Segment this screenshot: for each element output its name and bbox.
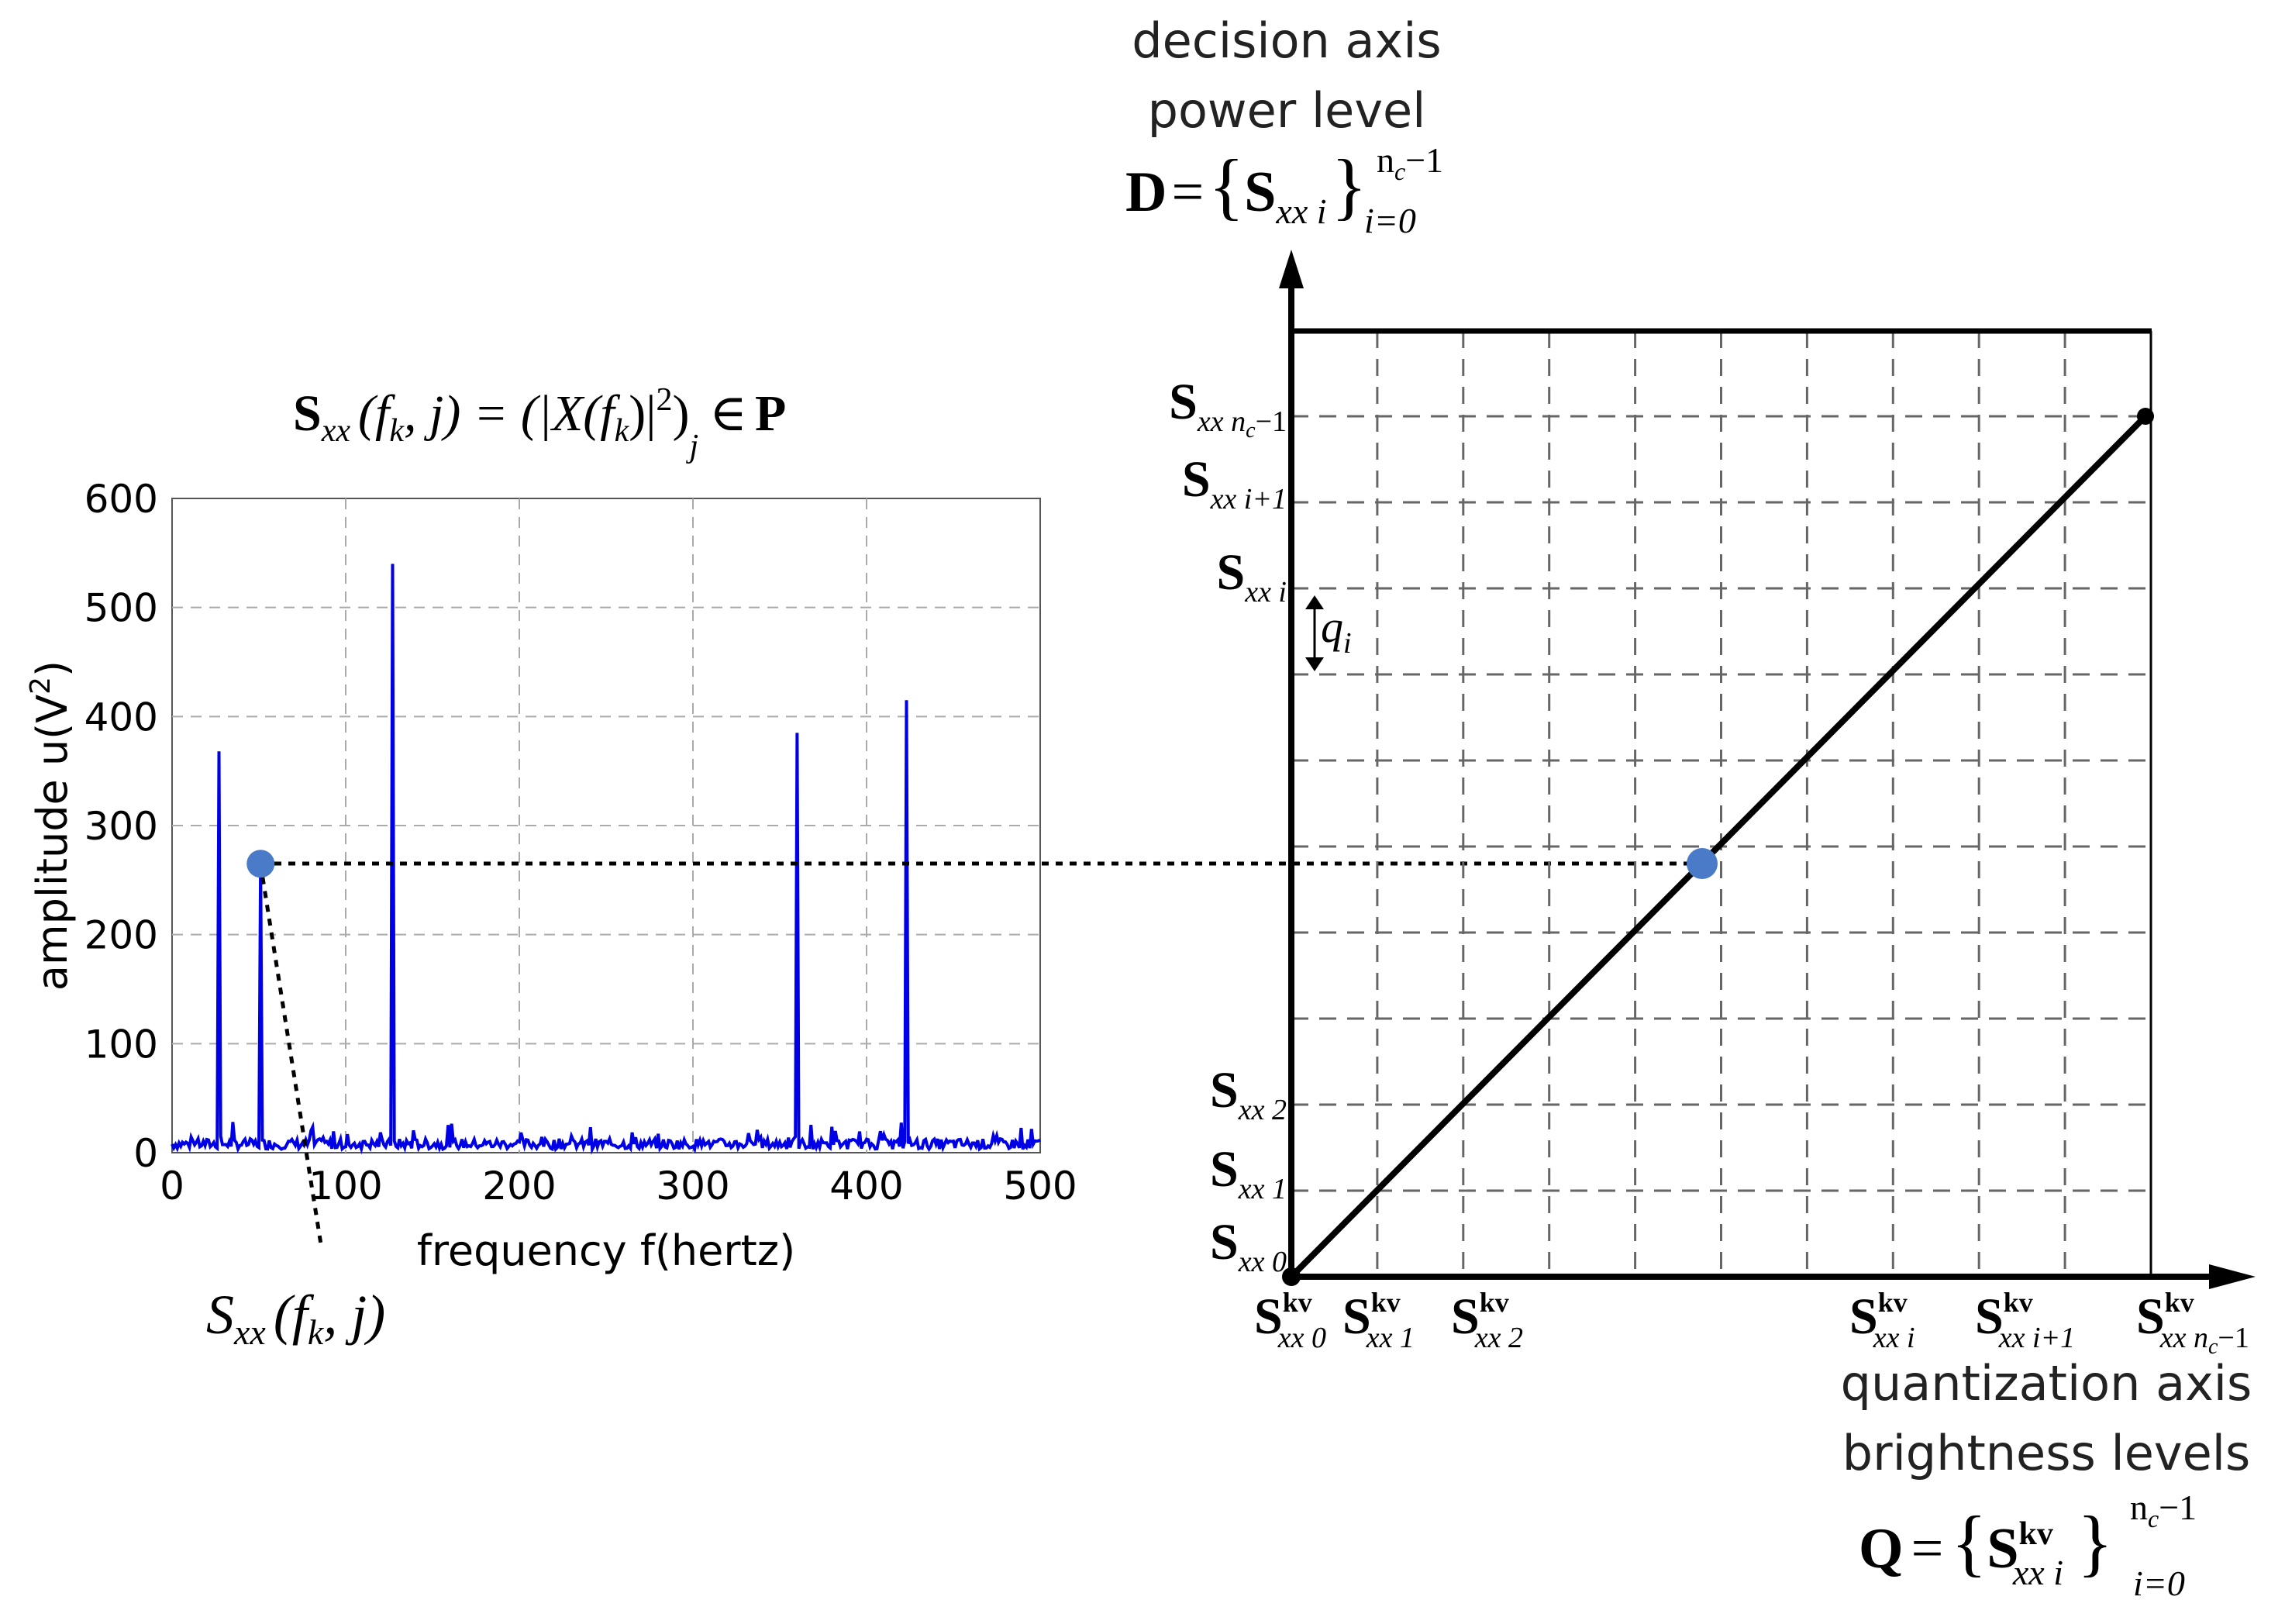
plot-grid: [172, 498, 1040, 1153]
quantization-level-label: Skv xx i+1: [1975, 1287, 2075, 1354]
spectrum-highlight-marker: [246, 850, 275, 878]
decision-level-label: Sxx i+1: [1182, 451, 1287, 515]
y-tick-label: 100: [84, 1022, 158, 1067]
spectrum-series-line: [171, 564, 1041, 1155]
decision-set-formula: D={Sxx i}: [1125, 144, 1367, 231]
decision-level-labels: Sxx nc−1 Sxx i+1 Sxx i Sxx 2 Sxx 1 Sxx 0: [1169, 374, 1287, 1278]
x-tick-label: 0: [160, 1164, 184, 1209]
decision-axis-title-line2: power level: [1148, 82, 1426, 139]
quantization-set-upper-limit: nc−1: [2130, 1488, 2197, 1533]
y-tick-label: 400: [84, 695, 158, 740]
transfer-line-origin-dot: [1282, 1267, 1301, 1286]
quantization-diagram: qi: [1279, 250, 2256, 1289]
quantization-axis-title-line2: brightness levels: [1842, 1425, 2251, 1481]
y-tick-label: 300: [84, 804, 158, 849]
decision-set-lower-limit: i=0: [1364, 201, 1416, 240]
y-tick-label: 200: [84, 913, 158, 958]
y-tick-label: 0: [133, 1131, 158, 1176]
decision-level-label: Sxx 1: [1210, 1141, 1287, 1205]
x-tick-label: 100: [308, 1164, 382, 1209]
decision-axis-arrowhead: [1279, 250, 1304, 288]
quantization-level-label: Skv xx 0: [1254, 1287, 1326, 1354]
quantization-grid: [1291, 331, 2151, 1277]
quantization-level-label: Skv xx 1: [1342, 1287, 1415, 1354]
quantization-axis-title-line1: quantization axis: [1841, 1355, 2252, 1412]
decision-level-label: Sxx 2: [1210, 1062, 1287, 1126]
step-arrow-bottom-head: [1305, 657, 1324, 671]
step-label: qi: [1321, 602, 1352, 660]
quantization-level-label: Skv xx nc−1: [2136, 1287, 2249, 1359]
x-tick-label: 500: [1003, 1164, 1077, 1209]
plot-tick-labels: 0 100 200 300 400 500 0 100 200 300 400 500 600: [84, 477, 1077, 1209]
y-axis-label: amplitude u(V2): [25, 660, 77, 991]
y-tick-label: 500: [84, 586, 158, 631]
x-tick-label: 200: [482, 1164, 556, 1209]
spectrum-plot: 0 100 200 300 400 500 0 100 200 300 400 500 600 freq…: [25, 477, 1077, 1275]
quantization-set-lower-limit: i=0: [2133, 1564, 2185, 1603]
spectrum-point-label: Sxx (fk, j): [206, 1284, 385, 1352]
x-tick-label: 300: [656, 1164, 729, 1209]
point-label-leader-line: [258, 863, 323, 1245]
quantization-set-formula: Q = {Skv xx i}: [1859, 1501, 2113, 1592]
x-axis-label: frequency f(hertz): [417, 1226, 795, 1275]
quantization-transfer-line: [1289, 414, 2148, 1279]
transfer-line-end-dot: [2137, 408, 2154, 425]
decision-level-label: Sxx nc−1: [1169, 374, 1287, 443]
spectrum-formula: Sxx (fk, j) = (|X(fk)|2)j∈ P: [293, 382, 786, 464]
quantization-level-labels: Skv xx 0 Skv xx 1 Skv xx 2 Skv xx i Skv xx i+1 Skv…: [1254, 1287, 2249, 1359]
decision-level-label: Sxx 0: [1210, 1214, 1287, 1278]
quantization-level-label: Skv xx 2: [1451, 1287, 1523, 1354]
decision-level-label: Sxx i: [1216, 544, 1287, 609]
step-arrow-top-head: [1305, 595, 1324, 609]
quantization-level-label: Skv xx i: [1849, 1287, 1915, 1354]
y-tick-label: 600: [84, 477, 158, 522]
quantization-axis-arrowhead: [2209, 1264, 2256, 1289]
decision-axis-title-line1: decision axis: [1132, 12, 1442, 69]
decision-set-upper-limit: nc−1: [1377, 140, 1443, 185]
transfer-line-marker: [1687, 848, 1718, 879]
x-tick-label: 400: [829, 1164, 903, 1209]
